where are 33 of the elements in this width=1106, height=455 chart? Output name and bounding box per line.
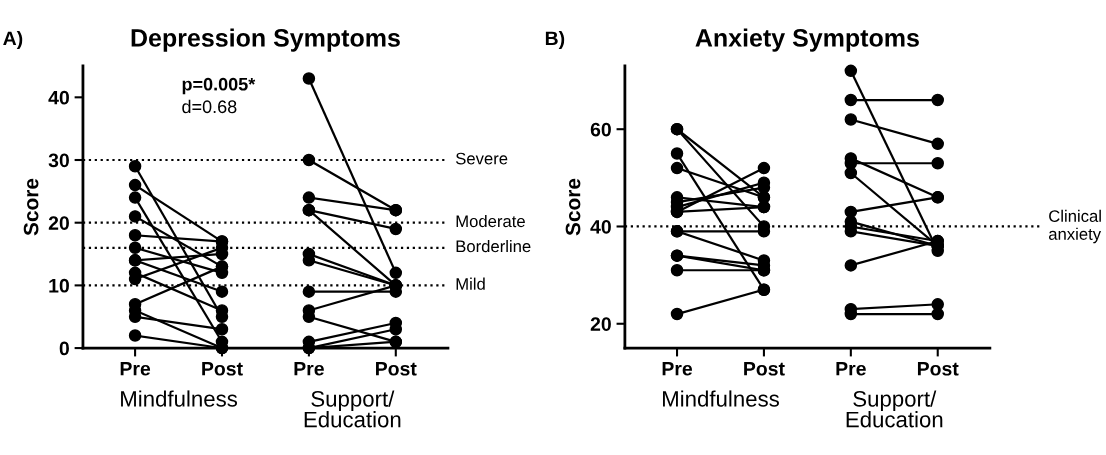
y-tick-label: 20	[48, 216, 69, 230]
annotation: d=0.68	[182, 99, 237, 114]
ref-line-label: Moderate	[456, 214, 525, 228]
y-axis-title: Score	[565, 178, 581, 236]
chart-title: Depression Symptoms	[131, 28, 400, 52]
text: Mindfulness	[663, 390, 779, 407]
x-tick-label: Post	[202, 361, 243, 376]
y-tick-label: 60	[590, 122, 611, 137]
ref-line-label: Borderline	[456, 240, 531, 253]
y-tick-label: 30	[48, 153, 69, 168]
text: Support/ Education	[304, 390, 401, 428]
y-axis-title: Score	[23, 178, 39, 236]
text: Mindfulness	[121, 390, 238, 407]
y-tick-label: 40	[590, 219, 611, 234]
annotation: p=0.005*	[182, 77, 256, 95]
x-tick-label: Post	[376, 361, 417, 376]
x-tick-label: Post	[917, 361, 959, 376]
y-tick-label: 10	[49, 278, 69, 293]
x-tick-label: Pre	[662, 361, 693, 376]
text: B)	[545, 30, 565, 50]
text: A)	[3, 30, 23, 50]
x-tick-label: Pre	[294, 361, 324, 376]
x-tick-label: Post	[744, 361, 785, 376]
y-tick-label: 40	[48, 90, 69, 105]
y-tick-label: 0	[59, 341, 69, 356]
ref-line-label: Severe	[455, 152, 508, 165]
text: Support/ Education	[846, 390, 943, 428]
x-tick-label: Pre	[120, 361, 151, 376]
y-tick-label: 20	[590, 317, 611, 331]
x-tick-label: Pre	[836, 361, 866, 376]
ref-line-label: Clinical anxiety	[1048, 209, 1102, 244]
chart-title: Anxiety Symptoms	[695, 28, 919, 52]
ref-line-label: Mild	[456, 277, 485, 290]
